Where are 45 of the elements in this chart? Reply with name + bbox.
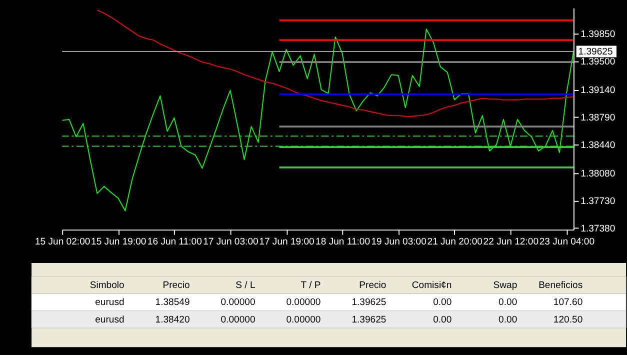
text: 1.38549 (155, 297, 190, 308)
y-tick-label: 1.39850 (580, 29, 616, 40)
x-tick-label: 23 Jun 04:00 (539, 236, 595, 248)
x-tick-label: 21 Jun 20:00 (427, 236, 482, 248)
y-tick-label: 1.38080 (580, 168, 616, 180)
x-tick-label: 15 Jun 19:00 (91, 236, 146, 248)
x-tick-label: 17 Jun 19:00 (259, 236, 314, 248)
text: 1.39625 (352, 297, 386, 308)
text: 0.00000 (286, 314, 321, 326)
y-tick-label: 1.37730 (580, 196, 616, 207)
x-tick-label: 15 Jun 02:00 (34, 236, 90, 248)
text: Simbolo (90, 280, 124, 291)
text: 0.00 (498, 297, 518, 308)
text: S / L (236, 280, 256, 291)
y-tick-label: 1.38440 (580, 140, 616, 152)
text: T / P (300, 280, 321, 291)
x-tick-label: 22 Jun 12:00 (483, 236, 539, 248)
text: 0.00000 (286, 297, 321, 308)
text: Beneficios (538, 280, 583, 291)
text: eurusd (95, 297, 124, 308)
text: Comisi¢n (412, 280, 452, 291)
text: Precio (162, 280, 190, 291)
text: 0.00 (433, 297, 452, 308)
text: Precio (359, 280, 386, 291)
line-series (62, 28, 574, 212)
y-tick-label: 1.38790 (580, 112, 616, 124)
x-tick-label: 16 Jun 11:00 (147, 236, 202, 248)
x-tick-label: 19 Jun 03:00 (371, 236, 426, 248)
ref-line-label: 1.39625 (578, 46, 613, 58)
text: eurusd (95, 314, 124, 326)
text: 0.00000 (220, 297, 256, 308)
y-tick-label: 1.37380 (580, 223, 616, 234)
text: 1.38420 (155, 314, 190, 326)
y-tick-label: 1.39500 (580, 56, 616, 68)
y-tick-label: 1.39140 (580, 84, 616, 96)
text: 0.00000 (220, 314, 256, 326)
text: 107.60 (553, 297, 583, 308)
text: 0.00 (433, 314, 452, 326)
x-tick-label: 18 Jun 11:00 (316, 236, 370, 248)
text: 120.50 (553, 314, 583, 326)
x-tick-label: 17 Jun 03:00 (203, 236, 258, 248)
text: 1.39625 (352, 314, 386, 326)
line-series (96, 10, 574, 117)
text: Swap (493, 280, 518, 291)
text: 0.00 (498, 314, 518, 326)
